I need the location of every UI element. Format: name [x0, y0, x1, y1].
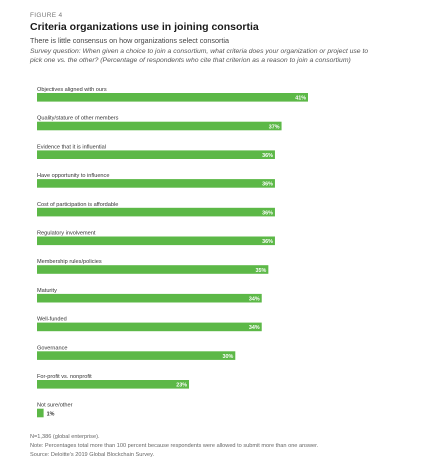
category-label: Membership rules/policies	[37, 259, 102, 265]
bar	[37, 179, 275, 188]
category-label: Evidence that it is influential	[37, 144, 106, 150]
bar	[37, 93, 308, 102]
value-label: 1%	[47, 411, 55, 417]
value-label: 36%	[262, 210, 273, 216]
category-label: For-profit vs. nonprofit	[37, 374, 92, 380]
category-label: Well-funded	[37, 317, 67, 323]
survey-question: Survey question: When given a choice to …	[30, 48, 369, 64]
category-label: Governance	[37, 345, 67, 351]
figure-label: FIGURE 4	[30, 12, 63, 19]
bar	[37, 236, 275, 246]
bar	[37, 380, 190, 389]
bar	[37, 351, 236, 360]
value-label: 36%	[262, 239, 273, 245]
chart-title: Criteria organizations use in joining co…	[30, 21, 259, 33]
bar	[37, 150, 275, 159]
category-label: Objectives aligned with ours	[37, 87, 107, 93]
sample-size-note: N=1,386 (global enterprise).	[30, 434, 100, 440]
value-label: 35%	[256, 268, 267, 274]
bar	[37, 265, 269, 274]
value-label: 36%	[262, 153, 273, 159]
value-label: 34%	[249, 325, 260, 331]
value-label: 36%	[262, 182, 273, 188]
category-label: Quality/stature of other members	[37, 116, 119, 122]
value-label: 23%	[176, 383, 187, 389]
source-note: Source: Deloitte's 2019 Global Blockchai…	[30, 452, 155, 458]
chart-subtitle: There is little consensus on how organiz…	[30, 36, 229, 45]
value-label: 34%	[249, 297, 260, 303]
bar	[37, 293, 262, 303]
bar	[37, 408, 44, 418]
category-label: Have opportunity to influence	[37, 173, 109, 179]
value-label: 41%	[295, 96, 306, 102]
bar	[37, 207, 275, 217]
category-label: Not sure/other	[37, 403, 73, 409]
category-label: Cost of participation is affordable	[37, 202, 118, 208]
category-label: Regulatory involvement	[37, 231, 96, 237]
bar	[37, 322, 262, 332]
value-label: 30%	[222, 354, 233, 360]
value-label: 37%	[269, 124, 280, 130]
bar	[37, 121, 282, 131]
percentage-note: Note: Percentages total more than 100 pe…	[30, 443, 319, 449]
category-label: Maturity	[37, 288, 57, 294]
